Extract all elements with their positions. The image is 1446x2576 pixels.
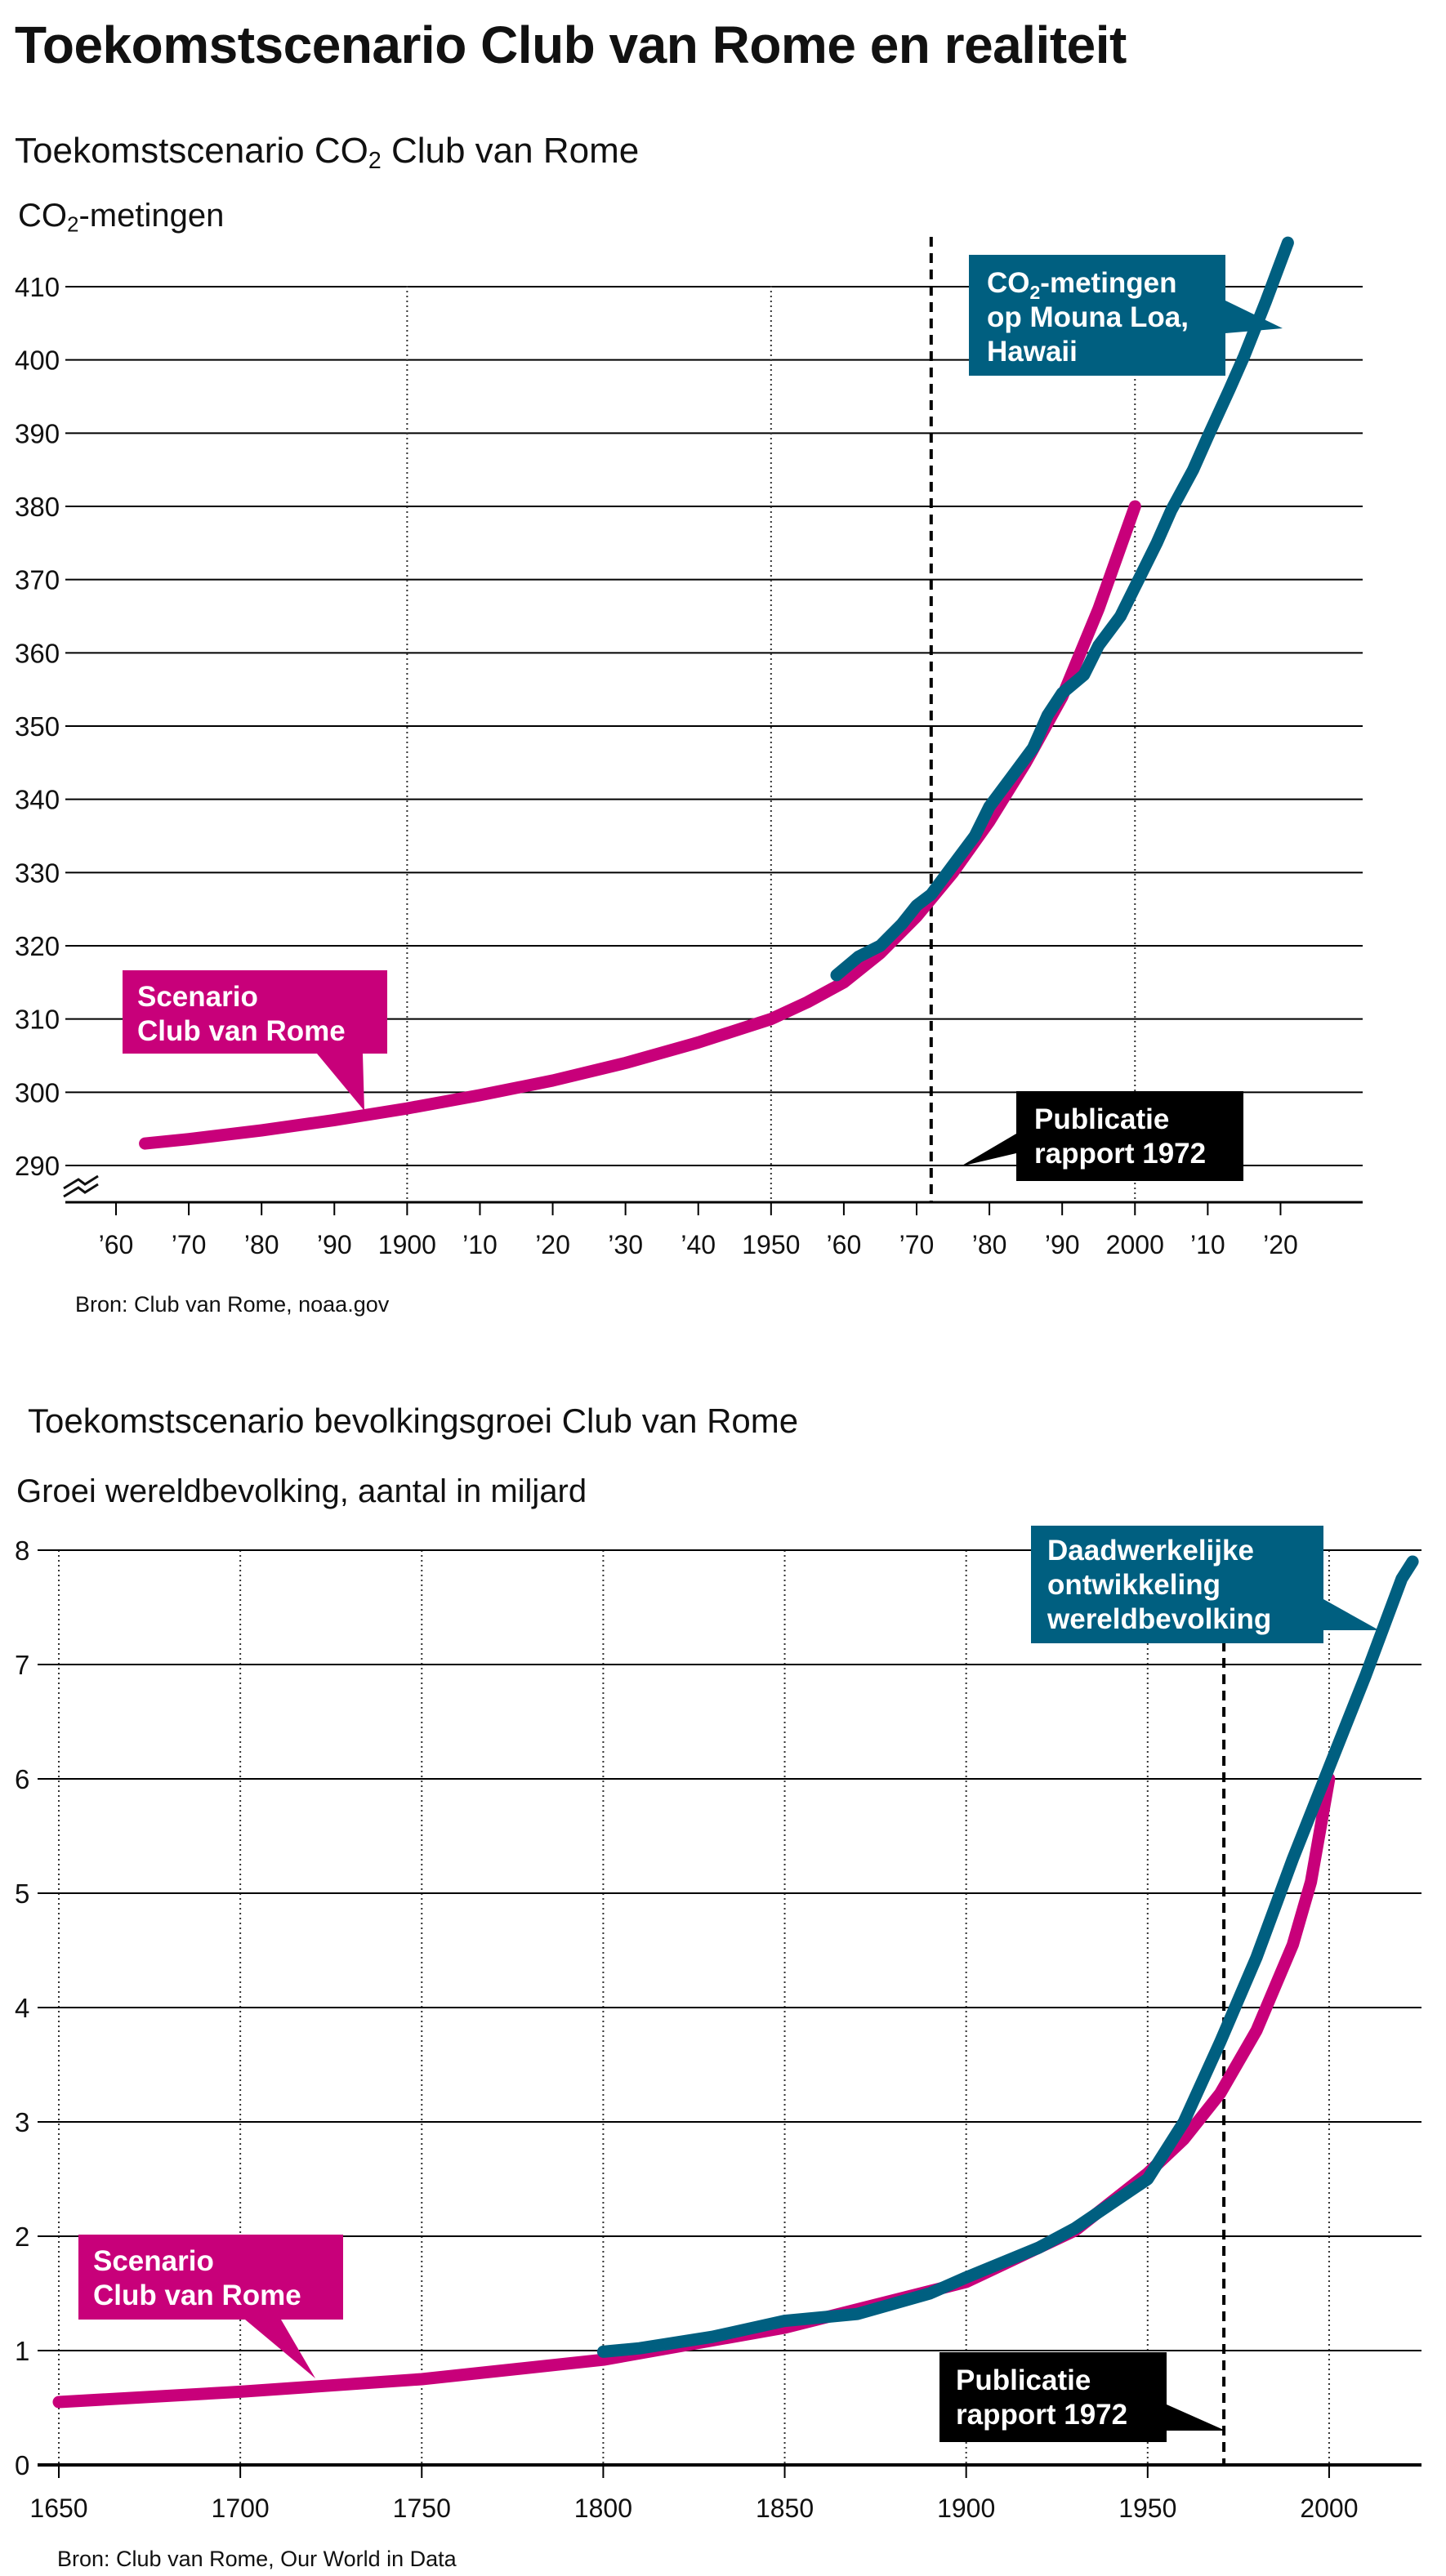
population-actual-callout-line3: wereldbevolking — [1047, 1603, 1271, 1635]
co2-x-tick-label: ’90 — [317, 1230, 352, 1259]
co2-source: Bron: Club van Rome, noaa.gov — [75, 1292, 390, 1317]
co2-scenario-callout-line1: Scenario — [137, 981, 258, 1013]
population-actual-callout-box — [1031, 1526, 1379, 1643]
population-source: Bron: Club van Rome, Our World in Data — [57, 2547, 457, 2571]
axis-break-icon — [63, 1174, 99, 1198]
co2-y-tick-label: 340 — [15, 785, 60, 815]
population-y-axis-title: Groei wereldbevolking, aantal in miljard — [16, 1473, 587, 1509]
co2-actual-callout-line2: op Mouna Loa, — [987, 301, 1189, 333]
population-y-tick-label: 1 — [15, 2336, 29, 2366]
co2-y-tick-label: 390 — [15, 418, 60, 448]
co2-x-tick-label: ’10 — [462, 1230, 498, 1259]
co2-x-tick-label: ’20 — [1263, 1230, 1298, 1259]
population-scenario-callout-box — [78, 2235, 343, 2378]
population-x-tick-label: 1700 — [212, 2494, 270, 2523]
co2-y-tick-label: 330 — [15, 858, 60, 888]
population-x-tick-label: 1900 — [937, 2494, 995, 2523]
axis-break-stroke — [63, 1183, 99, 1198]
co2-x-tick-label: ’40 — [681, 1230, 716, 1259]
co2-chart: 290 300 310 320 330 340 350 360 370 380 390 400 410 ’… — [15, 236, 1363, 1259]
co2-x-tick-label: 1950 — [742, 1230, 800, 1259]
co2-actual-callout-box — [969, 255, 1283, 376]
co2-x-tick-label: ’10 — [1190, 1230, 1225, 1259]
co2-y-tick-label: 400 — [15, 345, 60, 376]
co2-actual-callout-line1: CO2-metingen — [987, 267, 1177, 303]
co2-publication-callout-line1: Publicatie — [1034, 1103, 1169, 1135]
co2-y-tick-label: 320 — [15, 931, 60, 961]
co2-x-tick-label: ’70 — [899, 1230, 935, 1259]
co2-publication-callout-box — [961, 1091, 1243, 1181]
population-scenario-callout-line2: Club van Rome — [93, 2280, 301, 2311]
co2-scenario-callout-line2: Club van Rome — [137, 1015, 346, 1047]
population-y-tick-label: 5 — [15, 1879, 29, 1909]
co2-y-tick-label: 370 — [15, 565, 60, 595]
co2-x-tick-label: ’60 — [99, 1230, 134, 1259]
co2-y-axis-title: CO2-metingen — [18, 198, 225, 237]
population-chart-title: Toekomstscenario bevolkingsgroei Club va… — [28, 1402, 799, 1440]
co2-publication-callout-line2: rapport 1972 — [1034, 1138, 1206, 1170]
co2-x-tick-label: ’70 — [172, 1230, 207, 1259]
co2-y-tick-label: 310 — [15, 1005, 60, 1035]
population-publication-callout-box — [939, 2352, 1225, 2442]
co2-y-tick-label: 360 — [15, 638, 60, 668]
co2-x-tick-label: ’80 — [972, 1230, 1007, 1259]
co2-y-tick-label: 380 — [15, 492, 60, 522]
co2-y-tick-label: 300 — [15, 1077, 60, 1108]
co2-y-tick-label: 290 — [15, 1151, 60, 1181]
population-scenario-callout-line1: Scenario — [93, 2245, 214, 2277]
population-x-tick-label: 2000 — [1300, 2494, 1358, 2523]
population-x-tick-label: 1950 — [1118, 2494, 1176, 2523]
population-y-tick-label: 2 — [15, 2222, 29, 2252]
page-title: Toekomstscenario Club van Rome en realit… — [15, 16, 1127, 74]
population-x-tick-label: 1850 — [756, 2494, 814, 2523]
co2-chart-title: Toekomstscenario CO2 Club van Rome — [15, 131, 640, 175]
population-actual-callout: Daadwerkelijkeontwikkelingwereldbevolkin… — [1031, 1526, 1379, 1643]
population-actual-callout-line1: Daadwerkelijke — [1047, 1535, 1254, 1567]
population-publication-callout-line1: Publicatie — [956, 2364, 1091, 2396]
co2-measured-line — [830, 236, 1294, 982]
population-x-tick-label: 1800 — [574, 2494, 632, 2523]
population-y-tick-label: 8 — [15, 1535, 29, 1566]
population-y-tick-label: 3 — [15, 2107, 29, 2137]
co2-x-tick-label: ’60 — [827, 1230, 862, 1259]
co2-x-tick-label: ’30 — [608, 1230, 643, 1259]
co2-x-tick-label: 1900 — [378, 1230, 436, 1259]
co2-x-tick-label: ’90 — [1045, 1230, 1080, 1259]
co2-actual-callout-line3: Hawaii — [987, 336, 1078, 368]
population-x-tick-label: 1750 — [393, 2494, 451, 2523]
co2-y-tick-label: 410 — [15, 272, 60, 302]
population-y-tick-label: 4 — [15, 1993, 29, 2023]
co2-x-tick-label: ’20 — [535, 1230, 570, 1259]
population-publication-callout-line2: rapport 1972 — [956, 2399, 1127, 2431]
population-y-tick-label: 6 — [15, 1764, 29, 1794]
population-actual-line — [596, 1555, 1419, 2358]
co2-x-tick-label: ’80 — [244, 1230, 279, 1259]
axis-break-stroke — [63, 1174, 99, 1190]
population-y-tick-label: 7 — [15, 1650, 29, 1680]
co2-scenario-callout-box — [123, 970, 387, 1111]
population-actual-callout-line2: ontwikkeling — [1047, 1569, 1221, 1601]
co2-x-tick-label: 2000 — [1106, 1230, 1164, 1259]
population-x-tick-label: 1650 — [29, 2494, 87, 2523]
co2-y-tick-label: 350 — [15, 711, 60, 742]
population-y-tick-label: 0 — [15, 2450, 29, 2480]
